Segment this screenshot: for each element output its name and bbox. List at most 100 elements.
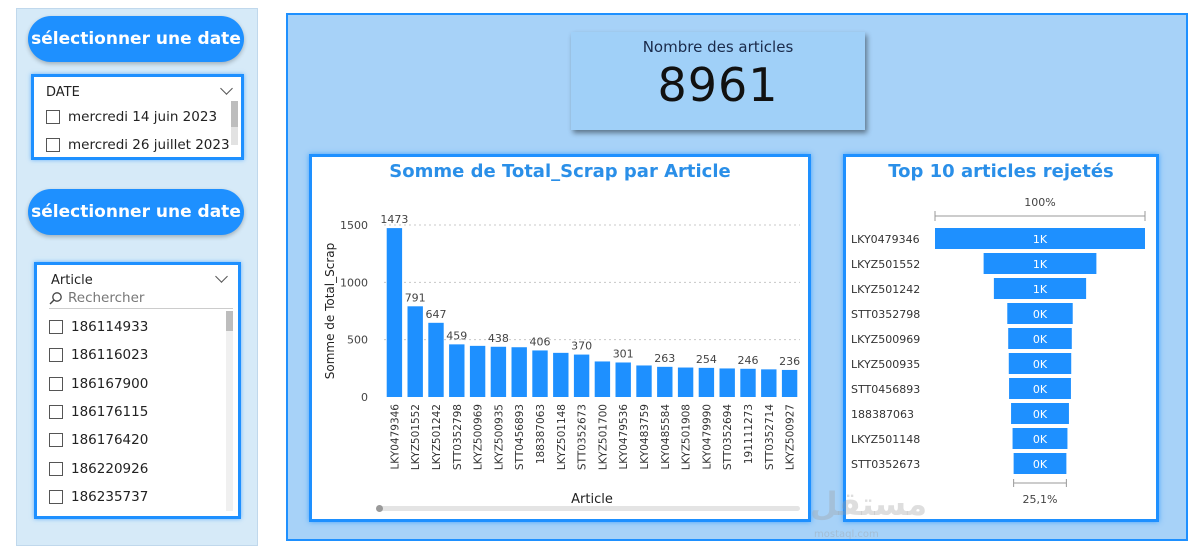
kpi-value: 8961: [657, 58, 779, 112]
checkbox[interactable]: [49, 320, 63, 334]
search-icon: [49, 291, 62, 304]
x-tick-label: STT0352714: [764, 404, 776, 470]
checkbox[interactable]: [46, 138, 60, 152]
x-tick-label: 191111273: [743, 404, 755, 464]
funnel-category-label: LKYZ501148: [851, 433, 920, 446]
bar: [657, 366, 673, 397]
funnel-bottom-label: 25,1%: [1023, 493, 1058, 506]
date-option[interactable]: mercredi 26 juillet 2023: [46, 133, 230, 157]
article-option[interactable]: 186116023: [49, 343, 148, 367]
chart-hscrollbar[interactable]: [376, 505, 800, 512]
data-label: 647: [426, 308, 447, 321]
funnel-bar: [983, 253, 1097, 274]
search-input[interactable]: [68, 289, 228, 306]
checkbox[interactable]: [49, 348, 63, 363]
funnel-category-label: STT0352798: [851, 308, 920, 321]
y-tick-label: 0: [361, 391, 368, 404]
checkbox[interactable]: [46, 110, 60, 124]
watermark-url: mostaql.com: [814, 529, 879, 540]
funnel-category-label: LKYZ500969: [851, 333, 920, 346]
article-option[interactable]: 186176420: [49, 428, 148, 452]
bar: [677, 367, 694, 397]
funnel-bar-label: 1K: [1033, 258, 1048, 271]
funnel-category-label: STT0352673: [851, 458, 920, 471]
bar-chart-title: Somme de Total_Scrap par Article: [389, 161, 731, 182]
data-label: 1473: [380, 213, 408, 226]
kpi-title: Nombre des articles: [642, 38, 794, 56]
checkbox[interactable]: [49, 404, 63, 419]
scrollbar-thumb[interactable]: [231, 101, 238, 127]
funnel-bar-label: 0K: [1033, 383, 1048, 396]
bar: [719, 368, 735, 397]
chevron-down-icon[interactable]: [215, 270, 228, 283]
data-label: 236: [779, 355, 800, 368]
x-tick-label: LKY0479346: [389, 404, 401, 470]
date-option[interactable]: mercredi 14 juin 2023: [46, 105, 217, 129]
article-slicer-scrollbar[interactable]: [226, 311, 233, 511]
funnel-chart-title: Top 10 articles rejetés: [888, 161, 1114, 182]
x-tick-label: STT0352798: [452, 404, 464, 470]
date-slicer-title: DATE: [46, 85, 80, 100]
bar: [553, 352, 569, 397]
data-label: 438: [488, 332, 509, 345]
funnel-category-label: LKY0479346: [851, 233, 920, 246]
bar: [386, 228, 403, 397]
bar: [740, 368, 756, 397]
bar: [781, 369, 798, 397]
bar: [449, 344, 465, 397]
article-option[interactable]: 186114933: [49, 315, 148, 339]
scrollbar-thumb[interactable]: [376, 505, 383, 512]
bar: [490, 346, 507, 397]
bar: [594, 361, 611, 397]
bar: [407, 306, 423, 397]
funnel-bar-label: 0K: [1033, 408, 1048, 421]
select-date-button[interactable]: sélectionner une date: [28, 16, 244, 62]
bar: [761, 369, 777, 397]
article-option[interactable]: 186220926: [49, 457, 148, 481]
bar: [615, 362, 631, 397]
x-tick-label: LKY0479990: [701, 404, 713, 470]
article-option[interactable]: 186176115: [49, 400, 148, 424]
x-tick-label: LKYZ501908: [681, 404, 693, 470]
article-option[interactable]: 186235737: [49, 485, 148, 509]
data-label: 406: [530, 335, 551, 348]
checkbox[interactable]: [49, 461, 63, 476]
x-axis-label: Article: [571, 492, 613, 507]
funnel-bar-label: 1K: [1033, 283, 1048, 296]
x-tick-label: LKYZ501552: [410, 404, 422, 470]
funnel-bar: [993, 278, 1087, 299]
funnel-bar: [1007, 303, 1073, 324]
funnel-category-label: LKYZ501242: [851, 283, 920, 296]
x-tick-label: STT0352673: [577, 404, 589, 470]
chevron-down-icon[interactable]: [220, 82, 233, 95]
data-label: 263: [654, 352, 675, 365]
article-slicer: Article 186114933 186116023 186167900 18617…: [34, 262, 241, 519]
funnel-bar-label: 0K: [1033, 333, 1048, 346]
funnel-bar: [1009, 378, 1071, 399]
select-article-date-button[interactable]: sélectionner une date: [28, 189, 244, 235]
y-tick-label: 1500: [340, 219, 368, 232]
x-tick-label: STT0456893: [514, 404, 526, 470]
funnel-bar: [1008, 328, 1072, 349]
data-label: 301: [613, 347, 634, 360]
funnel-bar-label: 1K: [1033, 233, 1048, 246]
x-tick-label: LKYZ500969: [473, 404, 485, 470]
funnel-bar-label: 0K: [1033, 458, 1048, 471]
scrollbar-thumb[interactable]: [226, 311, 233, 331]
data-label: 246: [738, 354, 759, 367]
main-canvas: Nombre des articles 8961 Somme de Total_…: [286, 13, 1188, 541]
funnel-chart-card: Top 10 articles rejetés 100% LKY0479346 1K…: [843, 154, 1159, 522]
funnel-chart: 100% LKY0479346 1K LKYZ501552 1K LKYZ501242 1K…: [851, 196, 1146, 506]
checkbox[interactable]: [49, 433, 63, 448]
data-label: 370: [571, 340, 592, 353]
y-tick-label: 500: [347, 334, 368, 347]
article-option[interactable]: 186167900: [49, 372, 148, 396]
article-search[interactable]: [49, 287, 233, 309]
checkbox[interactable]: [49, 376, 63, 391]
date-slicer-scrollbar[interactable]: [231, 101, 238, 145]
bar: [532, 350, 548, 397]
funnel-bar-label: 0K: [1033, 358, 1048, 371]
checkbox[interactable]: [49, 489, 63, 504]
x-tick-label: LKYZ501242: [431, 404, 443, 470]
